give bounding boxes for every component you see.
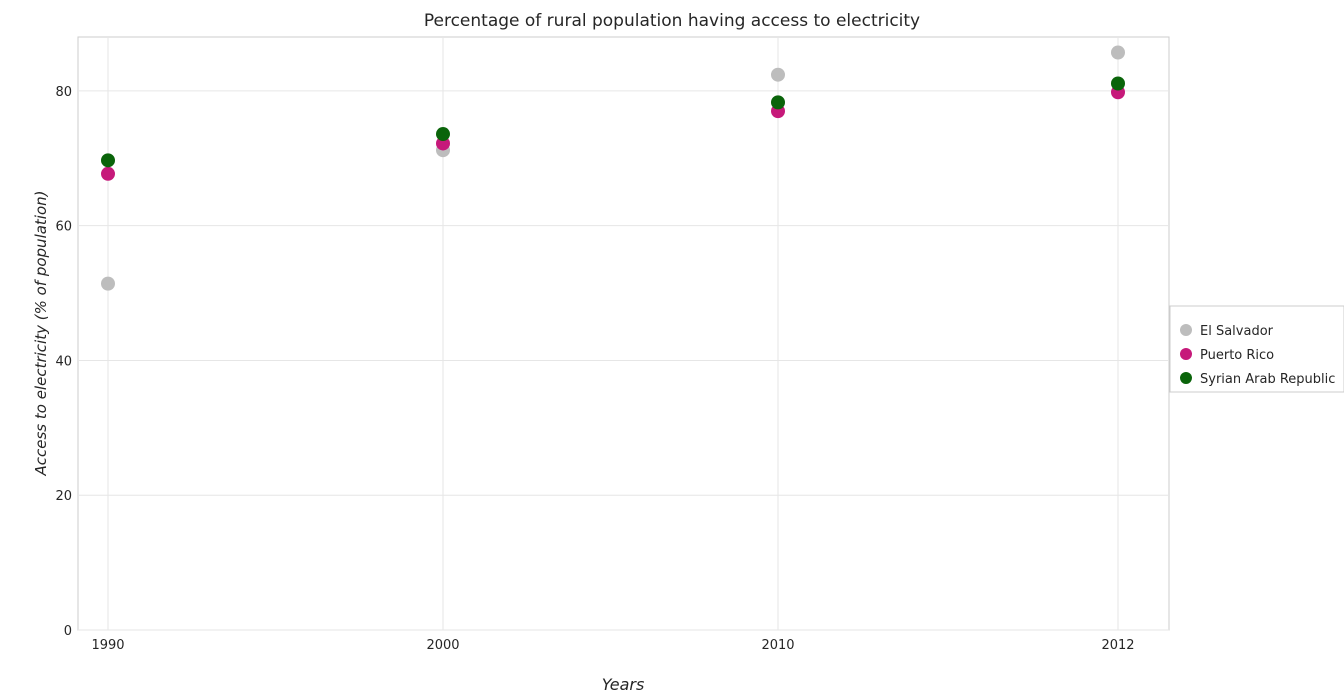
x-tick-label: 2010 (761, 638, 794, 653)
legend-marker-puerto-rico (1180, 348, 1192, 360)
plot-area (77, 36, 1170, 631)
y-axis-ticks: 0 20 40 60 80 (55, 85, 72, 639)
y-tick-label: 40 (55, 354, 72, 369)
data-points (101, 45, 1125, 291)
legend-marker-syrian-arab-republic (1180, 372, 1192, 384)
legend-label-puerto-rico: Puerto Rico (1200, 348, 1274, 363)
point-syrian-arab-republic (1111, 76, 1125, 91)
point-el-salvador (101, 276, 115, 291)
point-el-salvador (771, 67, 785, 82)
point-puerto-rico (101, 166, 115, 181)
grid-lines (78, 37, 1169, 631)
point-el-salvador (1111, 45, 1125, 60)
x-tick-label: 2000 (426, 638, 459, 653)
legend-box (1169, 305, 1344, 393)
legend: El Salvador Puerto Rico Syrian Arab Republ… (1169, 305, 1344, 393)
y-axis-title: Access to electricity (% of population) (32, 190, 50, 476)
y-tick-label: 60 (55, 220, 72, 235)
point-syrian-arab-republic (771, 95, 785, 110)
x-axis-ticks: 1990 2000 2010 2012 (91, 638, 1134, 653)
y-tick-label: 80 (55, 85, 72, 100)
x-tick-label: 1990 (91, 638, 124, 653)
x-axis-title: Years (602, 675, 645, 694)
y-tick-label: 0 (64, 624, 72, 639)
legend-label-el-salvador: El Salvador (1200, 324, 1274, 339)
x-tick-label: 2012 (1101, 638, 1134, 653)
point-syrian-arab-republic (436, 127, 450, 142)
legend-marker-el-salvador (1180, 324, 1192, 336)
legend-label-syrian-arab-republic: Syrian Arab Republic (1200, 372, 1335, 387)
y-tick-label: 20 (55, 489, 72, 504)
chart-title: Percentage of rural population having ac… (424, 11, 920, 31)
point-syrian-arab-republic (101, 153, 115, 168)
